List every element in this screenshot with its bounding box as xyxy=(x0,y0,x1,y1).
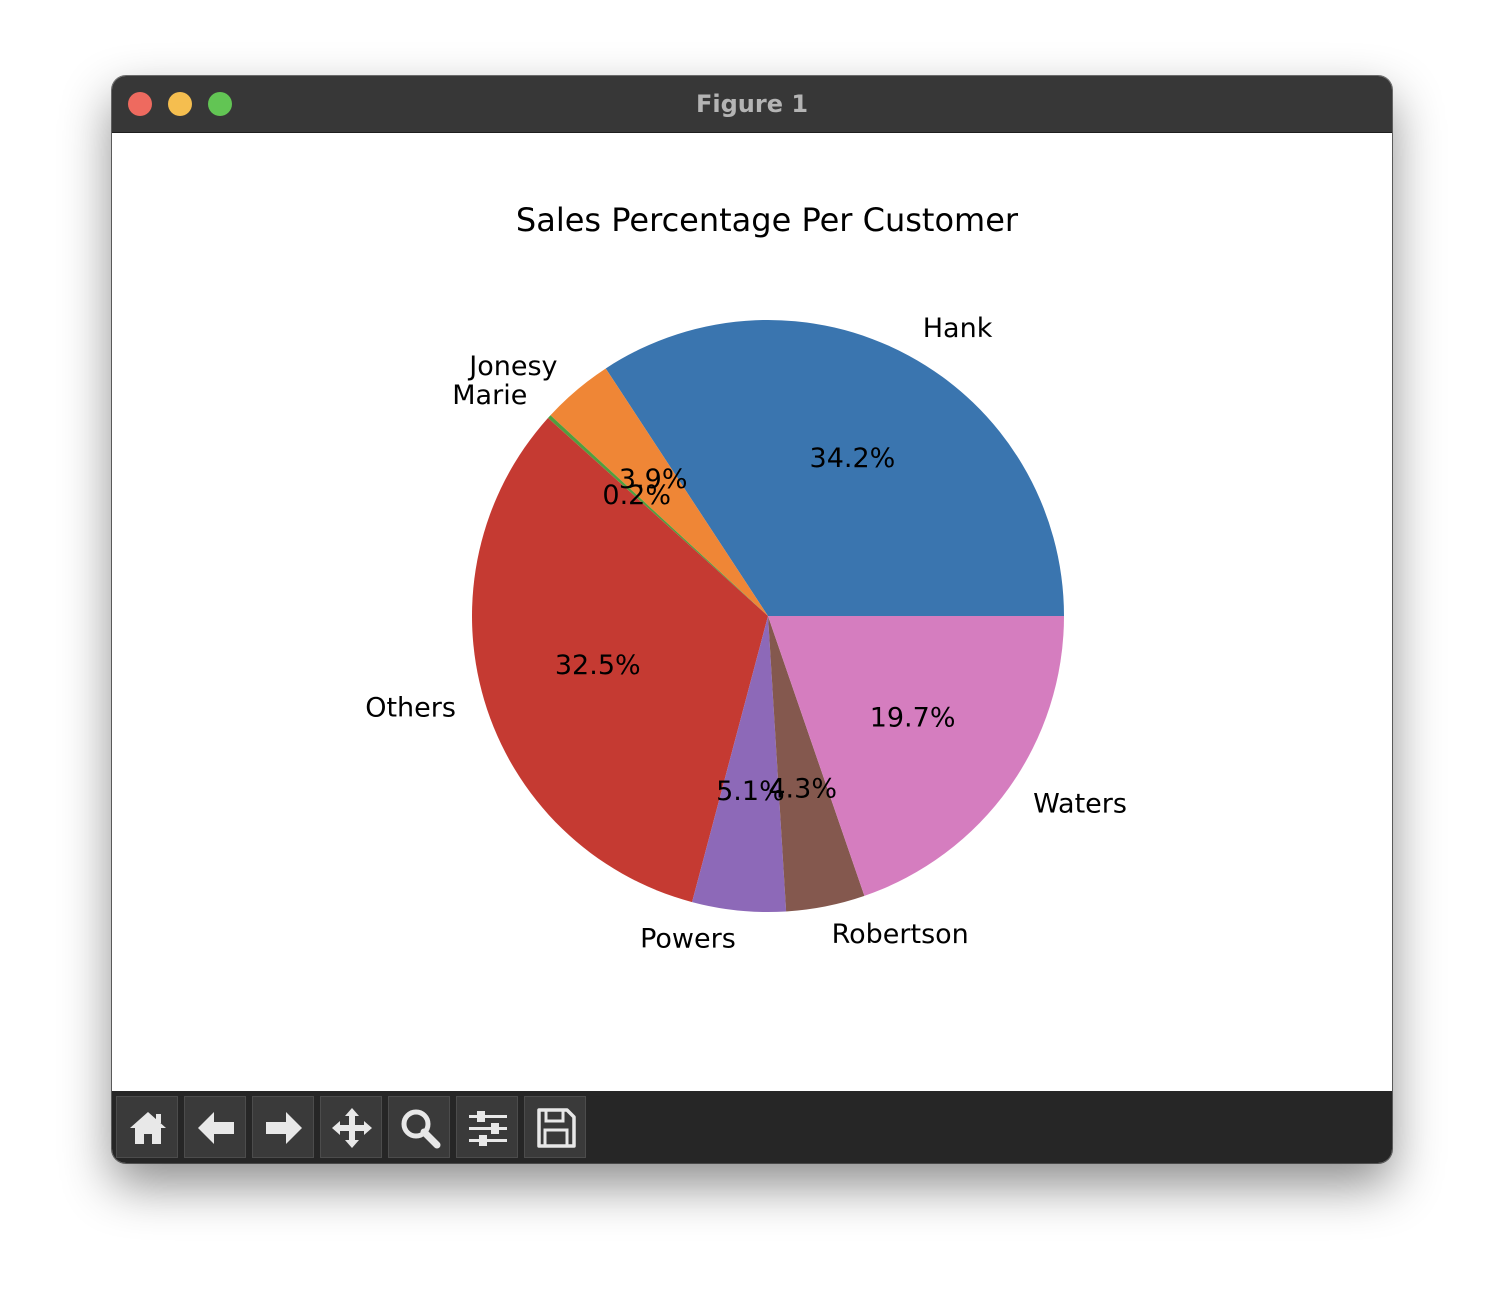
figure-window: Figure 1 Sales Percentage Per Customer H… xyxy=(112,76,1392,1163)
pie-percentage-waters: 19.7% xyxy=(870,703,956,734)
pie-percentage-marie: 0.2% xyxy=(602,480,671,511)
pie-percentage-hank: 34.2% xyxy=(810,443,896,474)
pie-label-marie: Marie xyxy=(452,380,527,411)
forward-button[interactable] xyxy=(252,1096,314,1158)
sliders-icon xyxy=(469,1111,507,1146)
pie-label-robertson: Robertson xyxy=(832,919,969,950)
pie-slice-marie xyxy=(547,415,768,616)
pie-slice-powers xyxy=(692,616,787,912)
chart-title: Sales Percentage Per Customer xyxy=(516,201,1019,239)
pie-slice-waters xyxy=(768,616,1064,896)
navigation-toolbar xyxy=(112,1091,1392,1163)
title-bar[interactable]: Figure 1 xyxy=(112,76,1392,133)
pie-chart: Sales Percentage Per Customer Hank 34.2% J… xyxy=(365,201,1127,955)
pie-label-jonesy: Jonesy xyxy=(467,351,557,382)
pie-percentage-jonesy: 3.9% xyxy=(619,464,688,495)
pie-label-others: Others xyxy=(365,692,456,723)
home-icon xyxy=(130,1112,166,1144)
pie-slice-hank xyxy=(605,319,1064,616)
pie-percentage-others: 32.5% xyxy=(555,650,641,681)
close-window-button[interactable] xyxy=(128,92,152,116)
zoom-button[interactable] xyxy=(388,1096,450,1158)
maximize-window-button[interactable] xyxy=(208,92,232,116)
back-button[interactable] xyxy=(184,1096,246,1158)
pie-label-powers: Powers xyxy=(640,924,736,955)
home-button[interactable] xyxy=(116,1096,178,1158)
pan-button[interactable] xyxy=(320,1096,382,1158)
floppy-disk-icon xyxy=(537,1108,576,1148)
configure-subplots-button[interactable] xyxy=(456,1096,518,1158)
pie-slice-jonesy xyxy=(550,368,768,616)
pie-label-hank: Hank xyxy=(923,313,993,344)
magnifier-icon xyxy=(401,1109,441,1149)
save-button[interactable] xyxy=(524,1096,586,1158)
pie-slice-robertson xyxy=(768,616,865,912)
pie-percentage-powers: 5.1% xyxy=(716,776,785,807)
move-icon xyxy=(332,1108,372,1148)
pie-label-waters: Waters xyxy=(1033,789,1127,820)
pie-percentage-robertson: 4.3% xyxy=(768,774,837,805)
figure-canvas[interactable]: Sales Percentage Per Customer Hank 34.2% J… xyxy=(112,133,1392,1091)
minimize-window-button[interactable] xyxy=(168,92,192,116)
pie-slice-others xyxy=(471,418,768,903)
arrow-right-icon xyxy=(266,1112,302,1144)
arrow-left-icon xyxy=(198,1112,234,1144)
window-title: Figure 1 xyxy=(695,90,809,118)
